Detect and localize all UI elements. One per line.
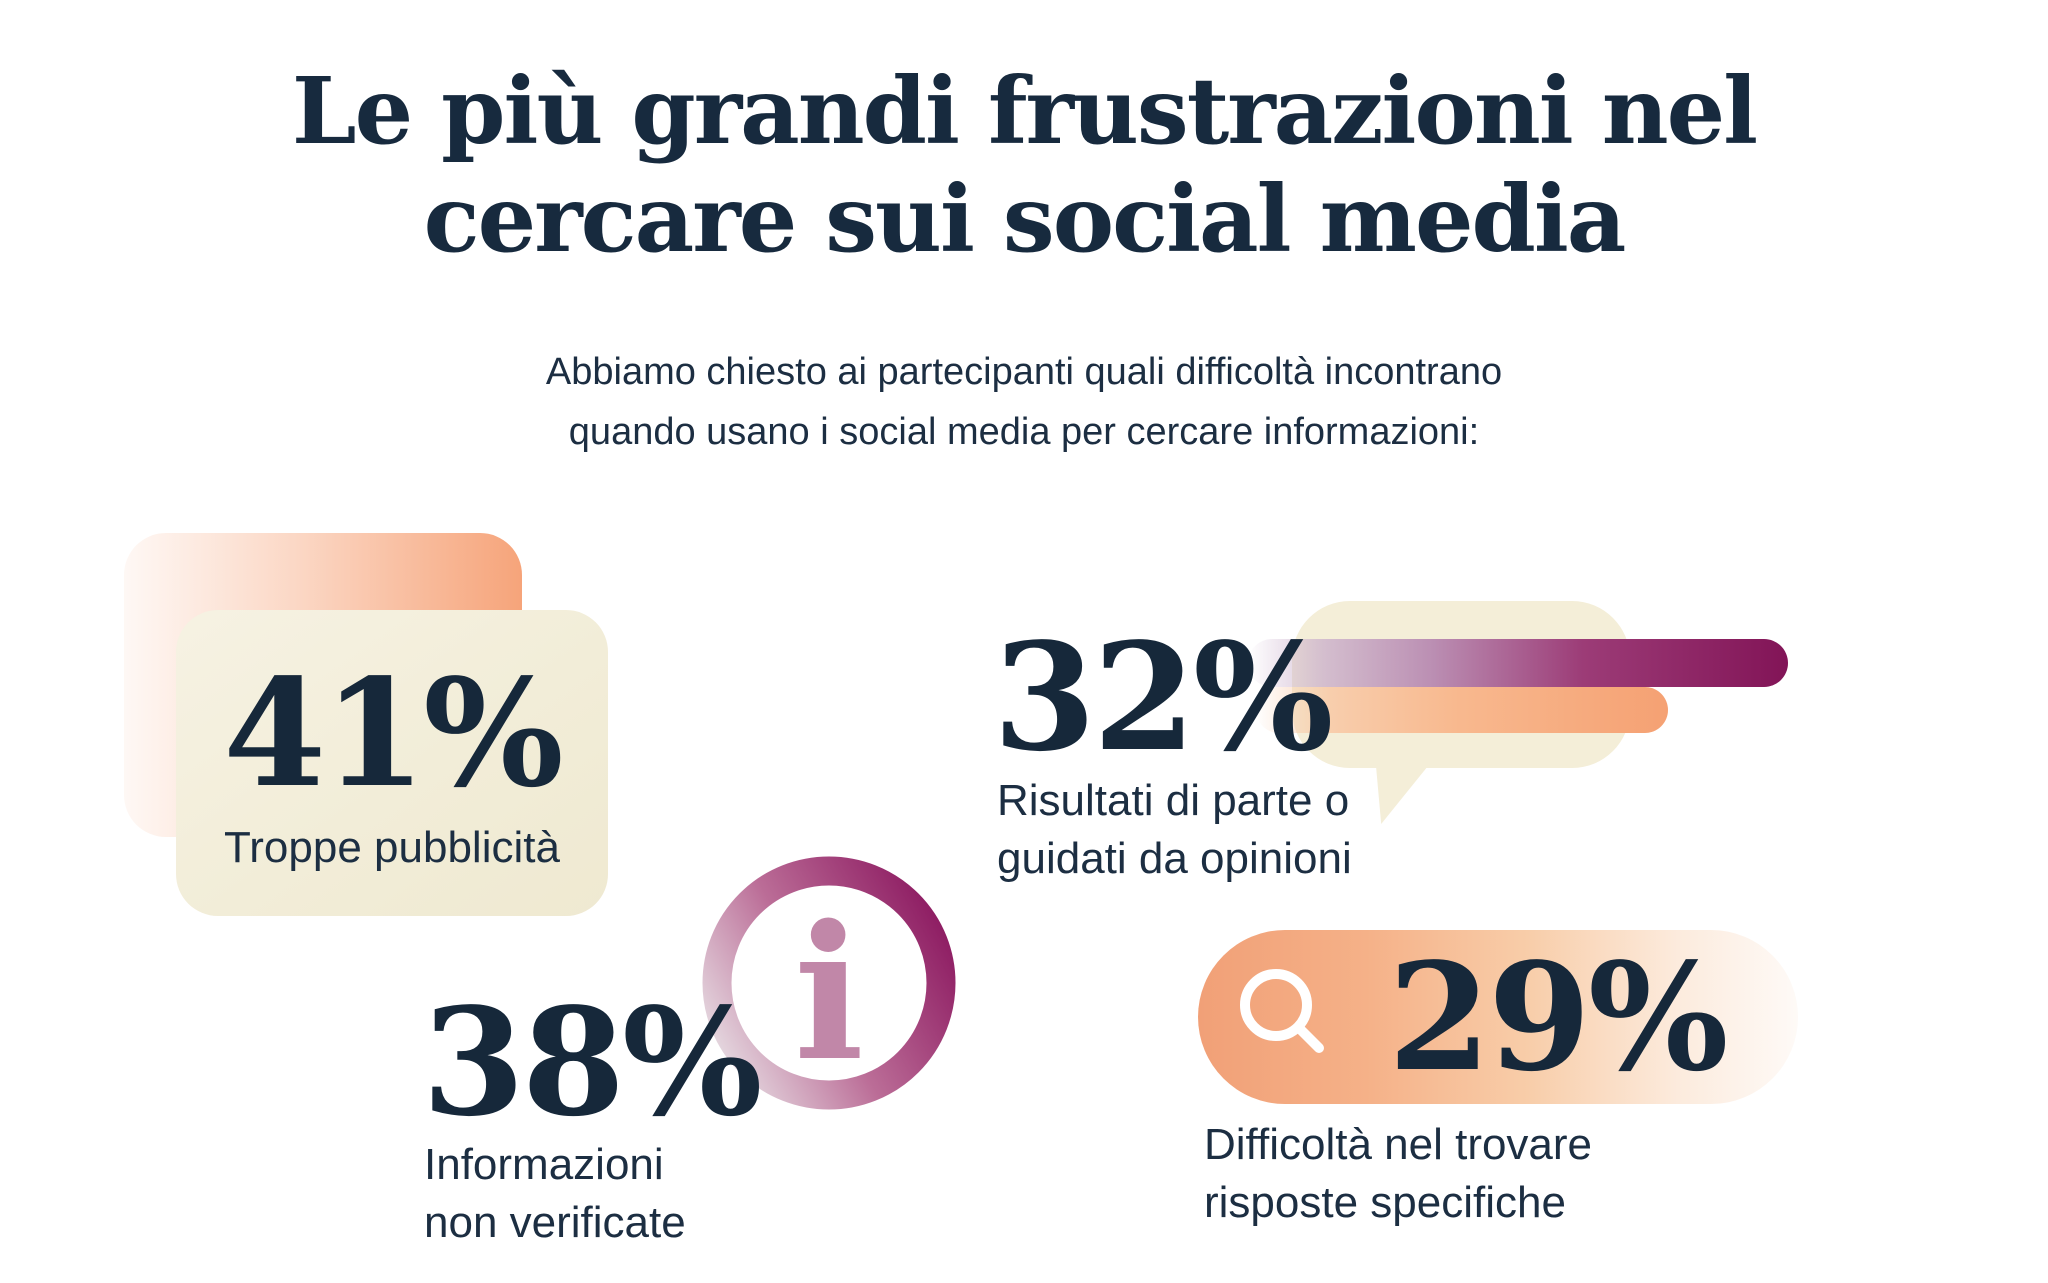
page-title-line1: Le più grandi frustrazioni nel: [291, 57, 1758, 165]
page-subtitle-line1: Abbiamo chiesto ai partecipanti quali di…: [545, 351, 1503, 393]
stat-label-informazioni: Informazioni non verificate: [424, 1136, 686, 1252]
stat-label-risultati-line2: guidati da opinioni: [997, 834, 1352, 883]
stat-value-41: 41%: [223, 646, 564, 820]
stat-value-29: 29%: [1388, 930, 1729, 1104]
info-i-glyph: i: [794, 884, 864, 1102]
page-subtitle: Abbiamo chiesto ai partecipanti quali di…: [0, 342, 2048, 462]
page-title: Le più grandi frustrazioni nel cercare s…: [0, 57, 2048, 273]
info-circle-icon: i: [702, 856, 956, 1110]
stat-label-informazioni-line2: non verificate: [424, 1198, 686, 1247]
stat-label-difficolta-line2: risposte specifiche: [1204, 1178, 1566, 1227]
speech-bubble-tail: [1376, 766, 1428, 824]
search-pill: [1198, 930, 1798, 1104]
stat-label-difficolta: Difficoltà nel trovare risposte specific…: [1204, 1116, 1592, 1232]
stat-card-troppe-pubblicita: 41% Troppe pubblicità: [176, 610, 608, 916]
stat-value-38: 38%: [422, 975, 763, 1149]
search-icon: [1240, 969, 1324, 1053]
stat-label-difficolta-line1: Difficoltà nel trovare: [1204, 1120, 1593, 1169]
search-icon-handle: [1294, 1023, 1324, 1053]
page-subtitle-line2: quando usano i social media per cercare …: [568, 411, 1480, 454]
info-ring: [702, 856, 956, 1110]
stat-label-informazioni-line1: Informazioni: [424, 1140, 664, 1189]
gradient-bar-orange-icon: [1256, 687, 1668, 733]
search-icon-lens: [1240, 969, 1312, 1041]
gradient-bar-purple-icon: [1248, 639, 1788, 687]
stat-value-32: 32%: [993, 610, 1334, 784]
stat-label-risultati-line1: Risultati di parte o: [997, 776, 1350, 825]
page-title-line2: cercare sui social media: [423, 164, 1627, 273]
stat-label-troppe-pubblicita: Troppe pubblicità: [224, 823, 560, 872]
stat-label-risultati-di-parte: Risultati di parte o guidati da opinioni: [997, 772, 1352, 888]
